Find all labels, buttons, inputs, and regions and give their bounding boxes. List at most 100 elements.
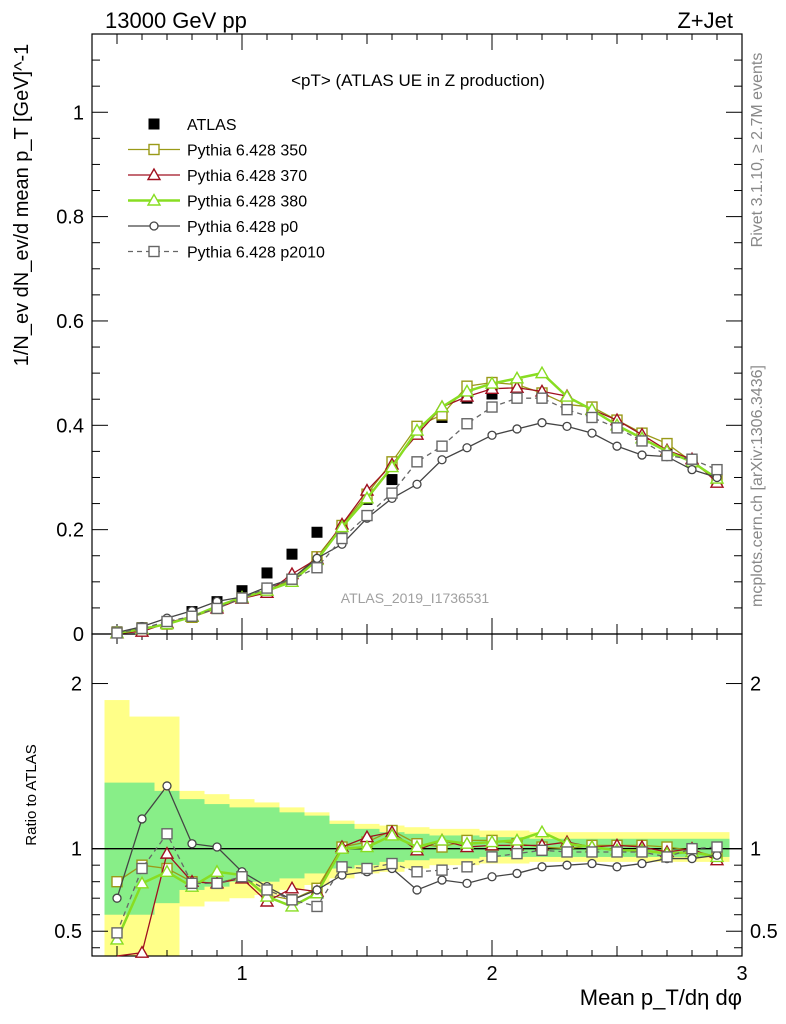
y-tick-label: 0.6 [56,311,84,333]
legend-label-p0: Pythia 6.428 p0 [187,219,298,236]
data-point-p0 [537,418,547,428]
legend-label-p350: Pythia 6.428 350 [187,143,307,160]
legend-label-p370: Pythia 6.428 370 [187,168,307,185]
data-point-p0 [412,479,422,489]
data-point-p2010 [686,842,698,855]
data-point-p2010 [586,411,598,424]
x-axis-label: Mean p_T/dη dφ [580,985,742,1010]
data-point-p0 [437,875,447,885]
data-point-p380 [484,376,500,389]
y-tick-label-right: 2 [750,674,761,696]
data-point-p380 [359,839,375,853]
data-point-p0 [612,441,622,451]
data-point-p2010 [561,846,573,858]
plot-title: <pT> (ATLAS UE in Z production) [291,71,545,90]
data-point-p380 [359,490,375,504]
data-point-p380 [409,839,425,853]
main-y-axis-label: 1/N_ev dN_ev/d mean p_T [GeV]^-1 [11,44,33,367]
data-point-p2010 [361,509,373,522]
data-point-data [286,548,298,560]
data-point-p0 [512,868,522,879]
y-tick-label: 0.4 [56,415,84,437]
data-point-p2010 [461,418,473,430]
data-point-p0 [162,781,172,791]
data-point-p0 [612,862,622,872]
data-point-p2010 [186,877,198,890]
legend: ATLAS Pythia 6.428 350 Pythia 6.428 370 Pyt… [128,117,325,262]
data-point-p2010 [536,844,548,857]
y-tick-label: 1 [73,102,84,124]
x-tick-label: 1 [236,963,247,985]
data-point-p370 [134,945,150,958]
data-point-p2010 [136,862,148,875]
data-point-p380 [434,399,450,413]
data-point-p380 [534,824,550,838]
data-point-p2010 [711,841,723,853]
data-point-p380 [259,889,275,902]
data-point-p2010 [636,846,648,858]
legend-marker-p350 [148,143,160,156]
y-tick-label: 2 [71,674,82,696]
data-point-p380 [334,841,350,854]
data-point-p380 [509,832,525,846]
data-point-p0 [562,860,572,870]
data-point-p0 [312,553,322,563]
data-point-p0 [187,839,197,849]
data-point-p380 [509,370,525,384]
data-point-p0 [587,428,597,438]
x-tick-label: 3 [736,963,747,985]
data-point-p2010 [511,847,523,860]
y-tick-label: 0.2 [56,520,84,542]
inner-band-segment [304,815,330,874]
data-point-p380 [459,836,475,849]
data-point-p2010 [361,862,373,875]
data-point-p380 [284,899,300,912]
data-point-p0 [412,885,422,895]
data-point-p0 [562,421,572,431]
legend-marker-p2010 [148,245,160,258]
data-point-p2010 [486,401,498,413]
data-point-p2010 [436,440,448,452]
data-point-p0 [687,853,697,864]
data-point-p2010 [611,846,623,858]
legend-marker-p380 [146,193,162,206]
data-point-p380 [384,459,400,473]
data-point-p0 [537,862,547,872]
data-point-p2010 [511,392,523,404]
data-point-p0 [312,885,322,895]
header-right-label: Z+Jet [677,8,733,33]
y-tick-label: 0.8 [56,207,84,229]
inner-band-segment [254,807,280,882]
data-point-p0 [137,814,147,824]
legend-marker-p370 [146,167,162,181]
data-point-p2010 [636,435,648,447]
data-point-p380 [459,383,475,397]
data-point-p380 [484,834,500,848]
data-point-p380 [109,932,125,945]
data-point-data [386,474,398,486]
legend-marker-p0 [149,221,159,231]
mcplots-side-label: mcplots.cern.ch [arXiv:1306.3436] [749,365,766,607]
data-point-p2010 [261,582,273,594]
legend-label-p2010: Pythia 6.428 p2010 [187,245,325,262]
data-point-p2010 [186,610,198,622]
main-axes: 0 0.2 0.4 0.6 0.8 1 [56,33,743,646]
data-point-p2010 [411,866,423,878]
data-point-p0 [512,424,522,434]
data-point-p2010 [111,627,123,639]
legend-label-p380: Pythia 6.428 380 [187,194,307,211]
data-point-p370 [284,880,300,894]
data-point-p2010 [611,422,623,434]
data-point-p2010 [336,861,348,873]
data-point-p0 [487,872,497,882]
data-point-p2010 [161,828,173,840]
data-point-p2010 [211,602,223,615]
y-tick-label-right: 0.5 [750,921,778,943]
y-tick-label: 1 [71,839,82,861]
data-point-p2010 [711,463,723,476]
data-point-p0 [637,858,647,869]
data-point-p2010 [411,456,423,468]
series-p2010 [111,828,723,939]
data-point-p2010 [311,900,323,913]
